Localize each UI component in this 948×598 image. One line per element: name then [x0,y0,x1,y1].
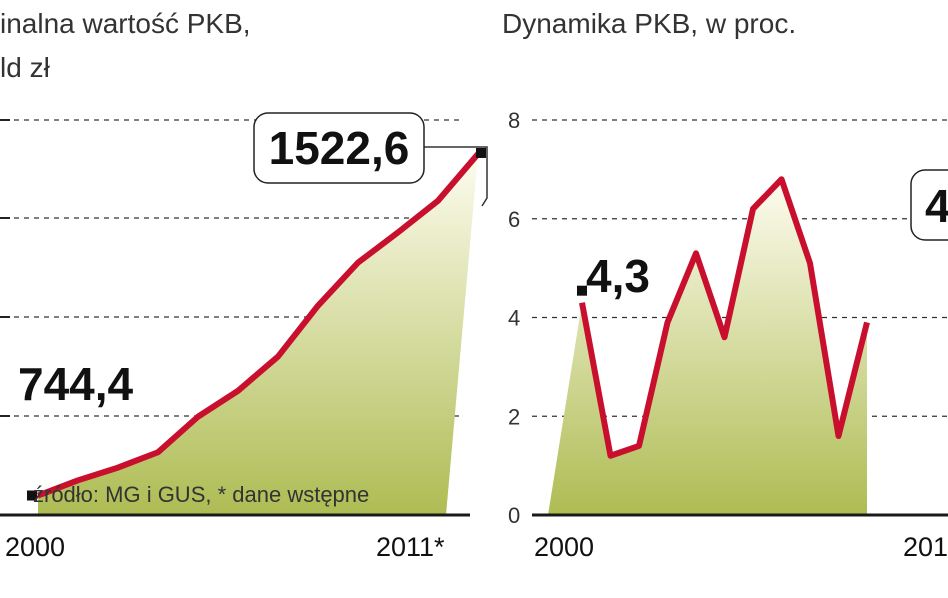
gdp-growth-y-tick-label: 8 [508,108,520,133]
gdp-growth-y-tick-label: 6 [508,207,520,232]
nominal-gdp-area [38,153,478,515]
gdp-growth-y-tick-label: 0 [508,503,520,528]
nominal-gdp-chart: inalna wartość PKB, ld zł 744,4 1522,6 ź… [0,8,488,562]
nominal-gdp-marker-start [27,490,37,501]
gdp-growth-callout-box [910,169,948,241]
gdp-growth-y-tick-label: 4 [508,306,520,331]
gdp-growth-start-label: 4,3 [586,250,650,302]
gdp-growth-chart: Dynamika PKB, w proc. 0 2 4 6 8 4,3 4 2000 2… [502,8,948,562]
source-note: źródło: MG i GUS, * dane wstępne [33,482,369,507]
nominal-gdp-end-label: 1522,6 [269,122,410,174]
gdp-growth-marker-start [577,285,587,296]
gdp-growth-line [579,176,870,459]
gdp-growth-title: Dynamika PKB, w proc. [502,8,796,39]
nominal-gdp-title-line-1: inalna wartość PKB, [0,8,251,39]
nominal-gdp-marker-end [476,147,486,158]
nominal-gdp-title-line-2: ld zł [0,52,51,83]
nominal-gdp-start-label: 744,4 [18,358,134,410]
gdp-growth-area [548,179,867,515]
nominal-gdp-x-label-end: 2011* [376,532,445,562]
nominal-gdp-line [36,152,481,499]
gdp-growth-y-tick-label: 2 [508,404,520,429]
gdp-growth-x-label-start: 2000 [534,532,594,562]
nominal-gdp-x-label-start: 2000 [5,532,65,562]
nominal-gdp-callout-box [253,112,425,184]
gdp-growth-x-label-end: 201 [903,532,948,562]
gdp-growth-end-label: 4 [925,180,948,232]
nominal-gdp-callout-leader [424,146,488,207]
